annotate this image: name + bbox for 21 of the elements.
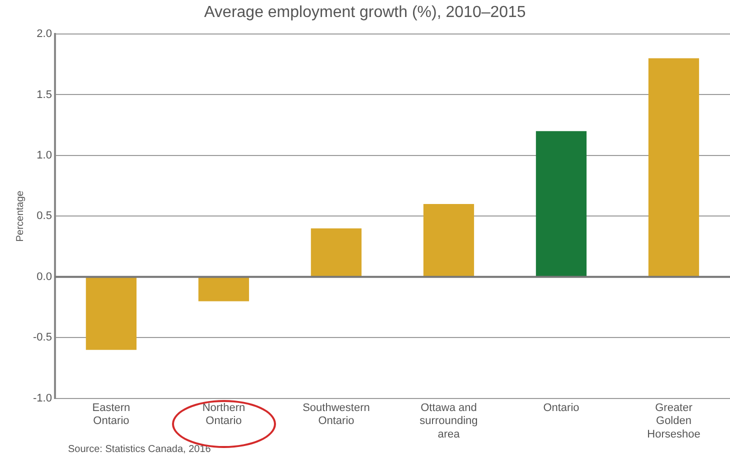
y-tick-label: 1.0 (36, 150, 52, 162)
x-tick-label: Ottawa and surrounding area (420, 402, 478, 440)
y-tick-label: -0.5 (32, 332, 52, 344)
y-tick-label: 0.5 (36, 210, 52, 222)
y-tick-label: 1.5 (36, 88, 52, 101)
bar (536, 131, 587, 276)
bar (198, 277, 250, 302)
x-tick-label: Eastern Ontario (92, 402, 130, 428)
y-tick-label: -1.0 (32, 392, 52, 404)
bar (310, 228, 362, 276)
y-tick-label: 2.0 (36, 28, 52, 40)
bar (423, 204, 474, 276)
x-tick-label: Greater Golden Horseshoe (647, 402, 700, 440)
x-tick-label: Southwestern Ontario (302, 402, 370, 428)
chart-title: Average employment growth (%), 2010–2015 (203, 4, 527, 22)
x-tick-label: Northern Ontario (202, 402, 246, 428)
bar (86, 277, 137, 350)
x-tick-label: Ontario (543, 402, 580, 414)
bar (648, 58, 700, 276)
y-axis-title: Percentage (14, 190, 26, 242)
y-tick-label: 0.0 (36, 270, 52, 283)
